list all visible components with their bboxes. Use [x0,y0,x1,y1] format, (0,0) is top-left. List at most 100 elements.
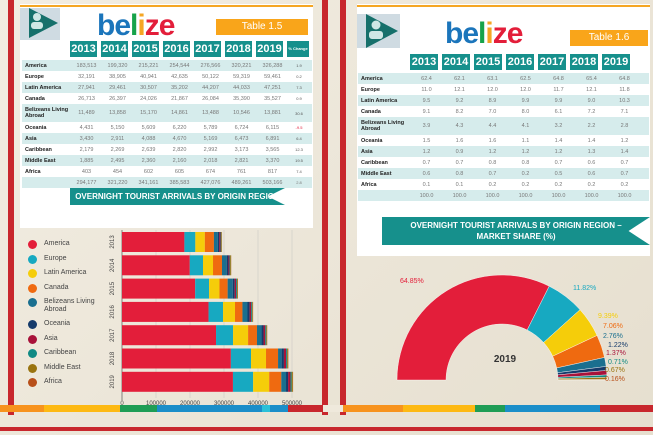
bar-segment [286,371,289,392]
table-row: Europe 32,191 38,905 40,941 42,635 50,122 59,3… [22,71,312,82]
donut-center-label: 2019 [494,354,517,365]
top-rule [357,5,650,7]
legend-swatch [28,363,37,373]
legend-label: Latin America [44,269,87,276]
bar-segment [122,255,190,276]
change-cell: -9.5 [295,125,303,130]
legend-swatch [28,254,37,264]
region-label: Africa [361,181,377,188]
legend-swatch [28,283,37,293]
table-row: Africa 403 454 602 605 674 761 817 7.4 [22,166,312,177]
table-cell: 1.4 [554,137,563,144]
change-cell: 19.5 [295,158,303,163]
legend-item: Africa [28,378,104,393]
bar-segment [195,232,205,252]
bar-segment [242,301,248,322]
bar-segment [288,371,291,392]
change-cell: 6.4 [296,136,302,141]
bar-segment [122,348,231,369]
total-cell: 385,583 [169,179,190,186]
table-cell: 0.2 [521,181,530,188]
bar-segment [290,371,292,392]
donut-data-label: 0.67% [605,367,625,374]
total-cell: 100.0 [617,192,632,199]
total-cell: 100.0 [584,192,599,199]
legend-swatch [28,269,37,278]
x-tick-label: 0 [120,401,124,407]
table-cell: 7.2 [587,108,596,115]
donut-data-label: 9.39% [598,313,618,320]
table-cell: 64.8 [553,75,564,82]
table-cell: 1.2 [422,148,431,155]
bar-segment [229,255,231,276]
bar-segment [256,325,262,346]
year-header: 2014 [101,41,128,57]
year-header: 2017 [538,54,566,70]
table-cell: 42,635 [171,73,188,80]
table-cell: 6,891 [265,135,280,142]
table-tag: Table 1.6 [570,30,648,46]
red-stripe [322,0,328,415]
bar-segment [261,325,264,346]
total-cell: 100.0 [419,192,434,199]
table-row: Caribbean 0.7 0.7 0.8 0.8 0.7 0.6 0.7 [358,157,649,168]
table-cell: 1.6 [488,137,497,144]
bar-segment [287,348,289,369]
table-row: Belizeans Living Abroad 11,489 13,858 15,17… [22,104,312,122]
bar-segment [283,348,287,369]
table-cell: 602 [143,168,154,175]
table-cell: 0.6 [587,159,596,166]
donut-data-label: 0.71% [608,359,628,366]
table-cell: 7.1 [620,108,629,115]
table-cell: 5,789 [203,124,218,131]
table-cell: 0.2 [587,181,596,188]
change-cell: 30.6 [295,110,303,116]
table-cell: 2,269 [110,146,125,153]
red-stripe [340,0,346,415]
table-cell: 7.0 [488,108,497,115]
donut-data-label: 64.85% [400,278,424,285]
table-cell: 2,495 [110,157,125,164]
section-banner: OVERNIGHT TOURIST ARRIVALS BY ORIGIN REG… [382,217,650,245]
donut-data-label: 11.82% [573,285,596,292]
table-cell: 8.0 [521,108,530,115]
donut-data-label: 1.37% [606,350,626,357]
bar-segment [209,278,220,299]
top-rule [20,5,313,7]
table-cell: 10,546 [233,110,250,116]
table-cell: 0.9 [455,148,464,155]
table-cell: 326,288 [262,62,283,69]
table-cell: 215,221 [138,62,159,69]
donut-slice [396,274,550,381]
table-cell: 1.2 [521,148,530,155]
table-cell: 0.8 [455,170,464,177]
bar-segment [281,371,287,392]
table-cell: 4.3 [455,123,464,129]
bar-segment [291,371,293,392]
table-cell: 32,191 [78,73,95,80]
table-row: Asia 3,430 2,911 4,088 4,670 5,169 6,473 6,891 6… [22,133,312,144]
table-cell: 6.1 [554,108,563,115]
table-cell: 1.5 [422,137,431,144]
table-cell: 4.4 [488,123,497,129]
table-cell: 3,370 [265,157,280,164]
bar-segment [122,232,185,252]
legend-swatch [28,240,37,249]
y-tick-label: 2017 [110,328,116,342]
bar-segment [236,278,237,299]
table-cell: 59,461 [264,73,281,80]
bar-segment [220,232,222,252]
year-header: 2013 [410,54,438,70]
bar-segment [269,371,282,392]
change-cell: 0.2 [296,74,302,79]
total-row: 100.0 100.0 100.0 100.0 100.0 100.0 100.0 [358,190,649,201]
total-cell: 341,161 [138,179,159,186]
legend-label: Asia [44,334,58,342]
table-cell: 0.6 [422,170,431,177]
table-cell: 2,821 [234,157,249,164]
total-cell: 503,166 [262,179,283,186]
color-stripe [262,405,270,412]
bar-segment [219,278,228,299]
table-cell: 0.1 [422,181,431,188]
table-cell: 44,207 [202,84,219,91]
